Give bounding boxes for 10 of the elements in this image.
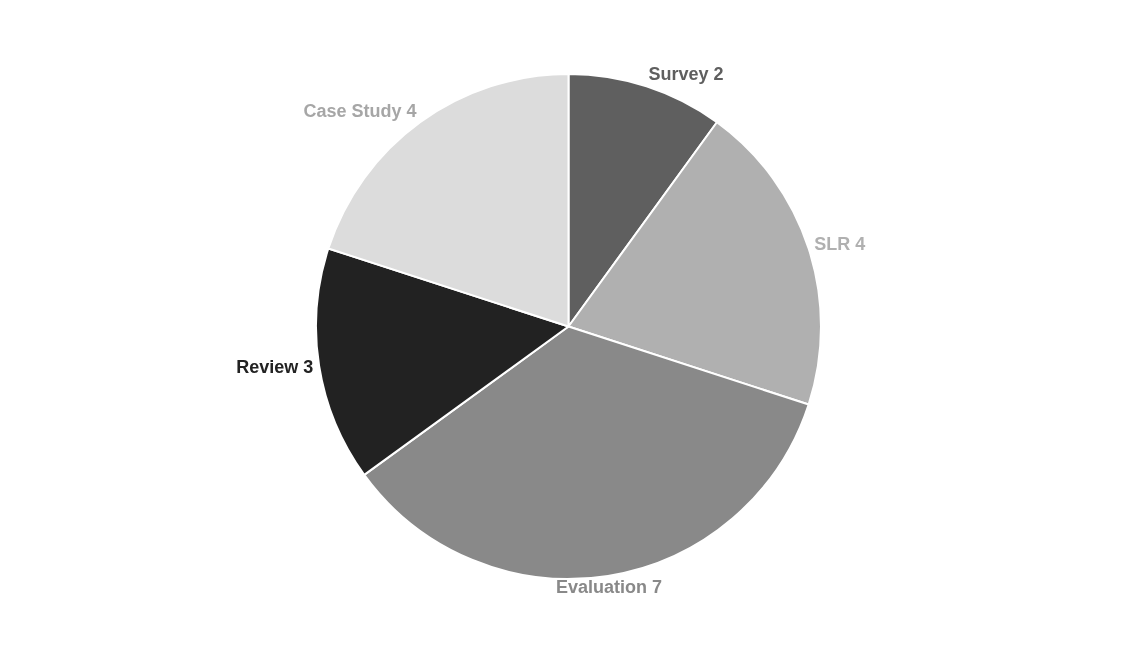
slice-label: Review <box>236 356 304 377</box>
data-label: 3 <box>303 356 314 377</box>
data-label: 4 <box>855 233 866 254</box>
data-label: 7 <box>651 576 662 597</box>
slice-label: Evaluation <box>555 576 652 597</box>
slice-label: Case Study <box>303 101 407 122</box>
slice-label: SLR <box>814 233 856 254</box>
data-label: 2 <box>713 63 724 84</box>
slice-label: Survey <box>648 63 714 84</box>
data-label: 4 <box>406 101 417 122</box>
